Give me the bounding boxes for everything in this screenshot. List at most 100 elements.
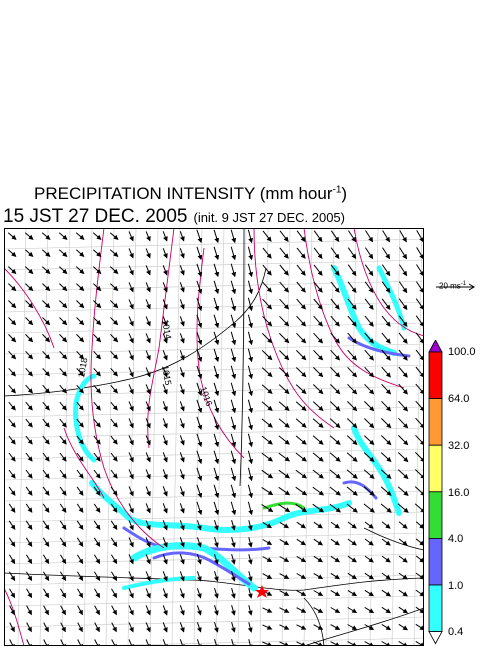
wind-vector [247,263,254,278]
wind-vector [415,383,424,395]
wind-vector [145,401,151,412]
wind-vector [196,501,203,516]
wind-vector [196,280,203,295]
wind-vector [145,333,151,344]
wind-vector [179,588,185,599]
wind-vector [381,572,391,580]
wind-vector [42,503,50,513]
wind-vector [363,503,375,513]
wind-vector [213,588,219,599]
grid-parallel [4,406,424,418]
wind-vector [179,605,185,616]
wind-vector [380,452,392,463]
wind-vector [76,452,84,462]
wind-vector [77,605,83,616]
wind-vector [162,401,168,412]
wind-vector [8,435,16,445]
wind-vector [312,503,325,513]
wind-vector [363,469,375,479]
wind-vector [196,229,203,244]
wind-vector [262,573,273,579]
wind-vector [92,232,102,240]
wind-vector [247,588,253,599]
wind-vector [7,249,17,257]
wind-vector [397,486,409,496]
wind-vector [76,537,84,548]
wind-vector [42,418,50,428]
title-close: ) [341,184,348,203]
wind-vector [398,383,408,395]
wind-vector [128,350,134,361]
wind-vector [76,283,85,292]
wind-vector [93,334,102,343]
wind-vector [230,450,237,465]
wind-vector [278,384,290,395]
wind-vector [415,434,424,446]
wind-vector [262,333,273,344]
wind-vector [279,230,289,242]
wind-vector [110,334,119,343]
wind-vector [330,384,341,395]
reference-vector-label: 20 ms-1 [439,281,466,291]
wind-vector [261,504,274,513]
wind-vector [213,246,220,261]
valid-time: 15 JST 27 DEC. 2005 [3,206,188,227]
wind-vector [128,265,134,276]
wind-vector [25,367,33,377]
wind-vector [415,452,424,463]
wind-vector [145,571,151,582]
wind-vector [196,467,203,482]
wind-vector [128,316,134,327]
wind-vector [110,520,118,531]
wind-vector [381,264,391,277]
grid-meridian [149,228,159,646]
wind-vector [179,316,185,327]
wind-vector [24,232,34,240]
wind-vector [347,366,358,378]
wind-vector [77,639,83,646]
wind-vector [162,469,168,480]
wind-vector [279,607,290,613]
wind-vector [162,316,168,327]
wind-vector [26,622,32,633]
wind-vector [262,264,272,276]
wind-vector [213,554,219,565]
wind-vector [313,521,323,529]
wind-vector [179,435,185,446]
wind-vector [261,418,273,428]
wind-vector [247,639,253,646]
wind-vector [42,435,50,445]
wind-vector [261,452,274,462]
wind-vector [179,520,185,531]
wind-vector [196,639,202,646]
wind-vector [110,435,118,445]
wind-vector [43,622,49,633]
wind-vector [8,503,16,513]
wind-vector [25,520,33,531]
wind-vector [295,418,307,428]
wind-vector [93,367,101,377]
wind-vector [313,590,324,597]
grid-parallel [4,280,424,292]
wind-vector [262,281,272,293]
wind-vector [313,332,324,344]
wind-vector [76,367,84,377]
wind-vector [247,433,254,448]
wind-vector [416,230,424,243]
wind-vector [347,247,357,260]
wind-vector [110,554,118,565]
wind-vector [109,249,119,257]
wind-vector [415,417,424,429]
colorbar-segment [428,584,443,632]
wind-vector [179,452,185,463]
wind-vector [75,249,85,257]
wind-vector [92,249,102,257]
wind-vector [196,263,203,278]
wind-vector [330,538,340,546]
wind-vectors [7,229,424,646]
wind-vector [9,622,15,633]
wind-vector [8,367,16,377]
wind-vector [330,589,341,597]
wind-vector [279,315,290,327]
wind-vector [364,401,375,412]
